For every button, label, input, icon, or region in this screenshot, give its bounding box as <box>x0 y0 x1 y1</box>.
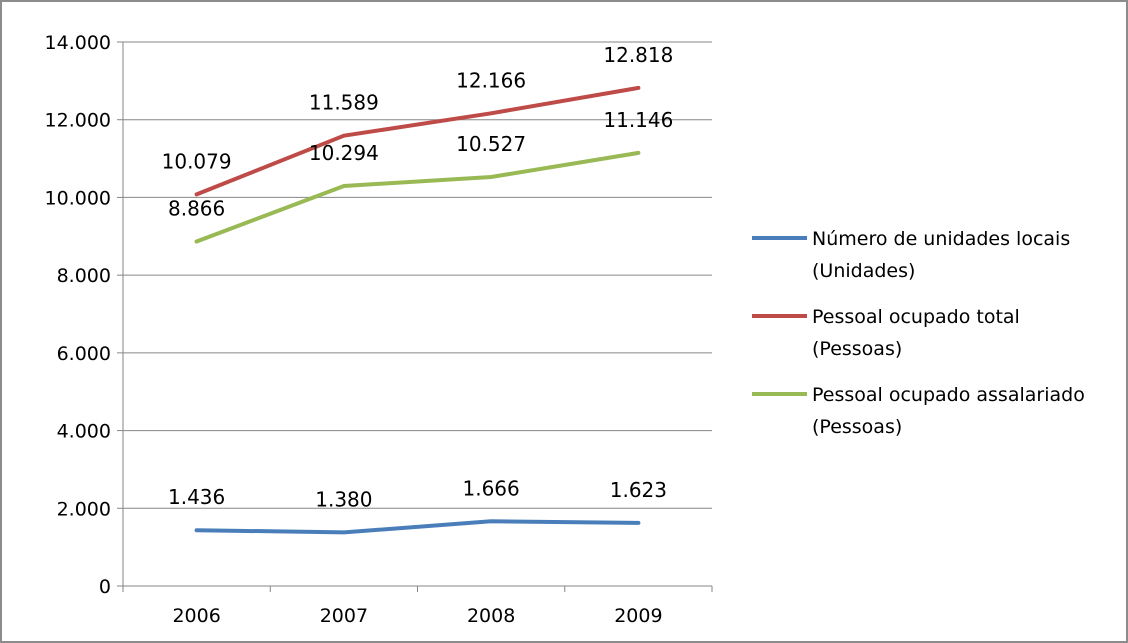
data-label: 1.436 <box>168 485 225 509</box>
x-tick-label: 2009 <box>614 605 662 627</box>
x-tick-label: 2006 <box>172 605 220 627</box>
y-tick-label: 10.000 <box>45 187 111 209</box>
legend-label-unit: (Pessoas) <box>812 416 902 438</box>
series-line <box>197 521 639 532</box>
legend: Número de unidades locais (Unidades) Pesso… <box>752 228 1085 438</box>
data-label: 10.079 <box>162 149 232 173</box>
y-tick-label: 6.000 <box>57 343 111 365</box>
x-axis-tick-labels: 2006 2007 2008 2009 <box>172 605 662 627</box>
x-tick-label: 2008 <box>467 605 515 627</box>
legend-label: Pessoal ocupado total <box>812 306 1020 328</box>
legend-label-unit: (Unidades) <box>812 260 915 282</box>
data-label: 8.866 <box>168 196 225 220</box>
data-labels: 1.436 1.380 1.666 1.623 10.079 11.589 12.166 12… <box>162 43 674 511</box>
data-label: 12.818 <box>603 43 673 67</box>
data-label: 10.294 <box>309 141 379 165</box>
y-tick-label: 0 <box>99 576 111 598</box>
data-label: 11.146 <box>603 108 673 132</box>
series-line <box>197 88 639 194</box>
y-tick-label: 8.000 <box>57 265 111 287</box>
y-tick-label: 4.000 <box>57 421 111 443</box>
data-label: 1.380 <box>315 487 372 511</box>
y-axis-tick-labels: 0 2.000 4.000 6.000 8.000 10.000 12.000 14.000 <box>45 32 111 598</box>
series-lines <box>197 88 639 533</box>
data-label: 12.166 <box>456 68 526 92</box>
data-label: 10.527 <box>456 132 526 156</box>
data-label: 11.589 <box>309 91 379 115</box>
y-tick-label: 12.000 <box>45 110 111 132</box>
y-tick-label: 2.000 <box>57 498 111 520</box>
legend-label: Número de unidades locais <box>812 228 1070 250</box>
data-label: 1.623 <box>610 478 667 502</box>
x-tick-label: 2007 <box>320 605 368 627</box>
legend-label-unit: (Pessoas) <box>812 338 902 360</box>
data-label: 1.666 <box>462 476 519 500</box>
y-tick-label: 14.000 <box>45 32 111 54</box>
legend-label: Pessoal ocupado assalariado <box>812 384 1085 406</box>
